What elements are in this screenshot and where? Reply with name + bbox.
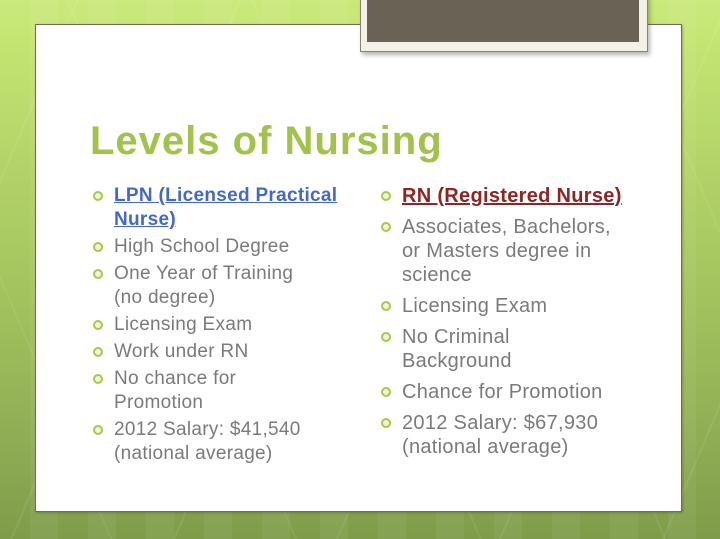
rn-bullet-list: Associates, Bachelors, or Masters degree… [380, 215, 667, 466]
list-item: Associates, Bachelors, or Masters degree… [380, 215, 667, 287]
list-item-text: No Criminal Background [402, 326, 512, 372]
list-item-text: High School Degree [114, 236, 290, 257]
list-item: Chance for Promotion [380, 380, 667, 404]
bullet-icon [381, 222, 391, 232]
bullet-icon [93, 425, 103, 435]
list-item: No chance for Promotion [92, 367, 364, 415]
bullet-icon [93, 320, 103, 330]
list-item-text: Associates, Bachelors, or Masters degree… [402, 216, 611, 286]
list-item-text: One Year of Training (no degree) [114, 263, 294, 308]
bullet-icon [93, 242, 103, 252]
slide-title: Levels of Nursing [90, 119, 443, 163]
list-item: 2012 Salary: $67,930 (national average) [380, 411, 667, 459]
picture-placeholder [367, 0, 639, 42]
list-item-text: 2012 Salary: $67,930 (national average) [402, 412, 599, 458]
column-heading-item: RN (Registered Nurse) [380, 184, 667, 208]
list-item: No Criminal Background [380, 325, 667, 373]
list-item-text: Work under RN [114, 341, 249, 362]
list-item-text: Licensing Exam [114, 314, 253, 335]
list-item: High School Degree [92, 235, 364, 259]
bullet-icon [93, 374, 103, 384]
bullet-icon [93, 269, 103, 279]
list-item-text: No chance for Promotion [114, 368, 237, 413]
list-item-text: 2012 Salary: $41,540 (national average) [114, 419, 301, 464]
list-item: Licensing Exam [380, 294, 667, 318]
bullet-icon [93, 191, 103, 201]
lpn-heading-link[interactable]: LPN (Licensed Practical Nurse) [114, 185, 338, 230]
list-item-text: Chance for Promotion [402, 381, 603, 403]
list-item: One Year of Training (no degree) [92, 262, 364, 310]
bullet-icon [381, 332, 391, 342]
slide-canvas [35, 24, 682, 512]
lpn-bullet-list: High School Degree One Year of Training (… [92, 235, 364, 469]
rn-heading-link[interactable]: RN (Registered Nurse) [402, 185, 622, 207]
list-item: Licensing Exam [92, 313, 364, 337]
column-rn: RN (Registered Nurse) Associates, Bachel… [380, 184, 667, 469]
column-lpn: LPN (Licensed Practical Nurse) High Scho… [92, 184, 364, 469]
bullet-icon [93, 347, 103, 357]
list-item-text: Licensing Exam [402, 295, 548, 317]
picture-placeholder-frame [360, 0, 648, 52]
bullet-icon [381, 301, 391, 311]
bullet-icon [381, 418, 391, 428]
bullet-icon [381, 191, 391, 201]
list-item: 2012 Salary: $41,540 (national average) [92, 418, 364, 466]
content-columns: LPN (Licensed Practical Nurse) High Scho… [92, 184, 667, 469]
list-item: Work under RN [92, 340, 364, 364]
bullet-icon [381, 387, 391, 397]
column-heading-item: LPN (Licensed Practical Nurse) [92, 184, 364, 232]
